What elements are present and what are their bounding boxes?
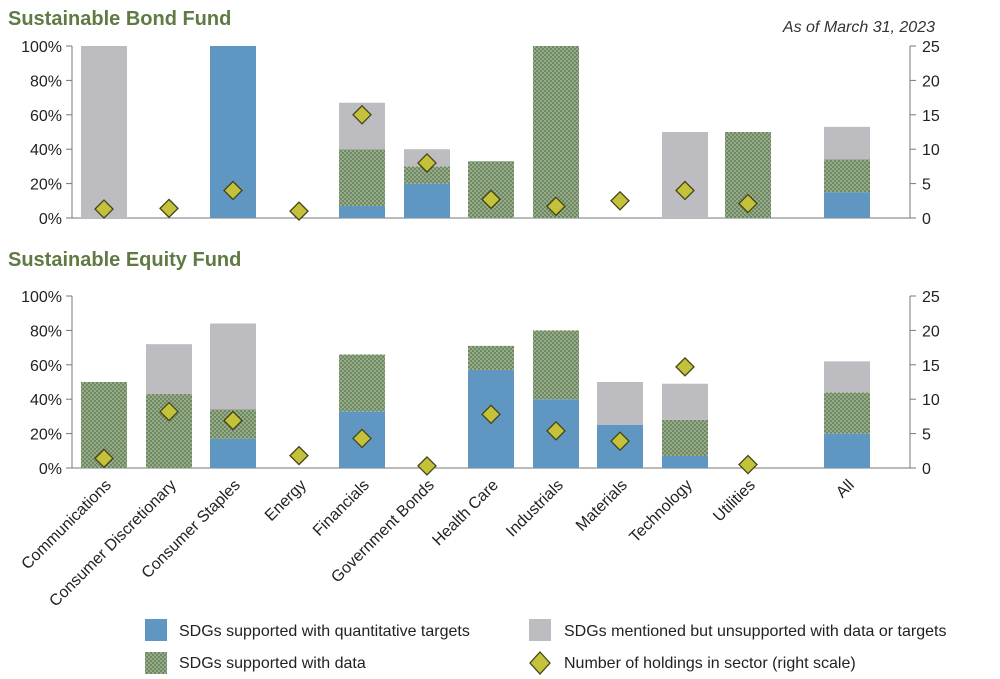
equity-bar-mentioned (824, 361, 870, 393)
bond-ytick-label: 20% (30, 177, 62, 194)
bond-ytick-label: 40% (30, 142, 62, 159)
category-label: Financials (310, 477, 373, 540)
equity-y2tick-label: 15 (922, 358, 940, 375)
legend-label-data: SDGs supported with data (179, 655, 366, 672)
equity-fund-title: Sustainable Equity Fund (8, 249, 241, 271)
bond-holdings-marker (546, 196, 566, 217)
bond-y2tick-label: 15 (922, 108, 940, 125)
bond-holdings-marker (289, 201, 309, 222)
equity-holdings-marker (675, 356, 695, 377)
equity-y2tick-label: 0 (922, 461, 931, 478)
equity-holdings-marker (352, 428, 372, 449)
equity-y2tick-label: 25 (922, 289, 940, 306)
bond-fund-panel: 0% 20% 40% 60% 80% 100% 0 5 10 15 20 25 (21, 39, 940, 228)
equity-holdings-marker (289, 445, 309, 466)
bond-y2tick-label: 10 (922, 142, 940, 159)
equity-bar-mentioned (146, 344, 192, 395)
bond-bar-data (824, 159, 870, 193)
legend-label-holdings: Number of holdings in sector (right scal… (564, 655, 856, 672)
equity-ytick-label: 80% (30, 323, 62, 340)
category-label: Technology (627, 477, 696, 546)
bond-y2tick-label: 25 (922, 39, 940, 56)
equity-holdings-marker (94, 448, 114, 469)
bond-bar-quant (404, 183, 450, 218)
bond-y2tick-label: 20 (922, 73, 940, 90)
bond-fund-title: Sustainable Bond Fund (8, 8, 231, 30)
bond-holdings-marker (738, 193, 758, 214)
equity-holdings-marker (481, 404, 501, 425)
equity-ytick-label: 60% (30, 358, 62, 375)
equity-bar-data (468, 345, 514, 370)
equity-holdings-marker (159, 401, 179, 422)
bond-holdings-marker (352, 104, 372, 125)
bond-bar-data (339, 149, 385, 206)
equity-bar-quant (210, 438, 256, 468)
legend-swatch-mentioned (529, 619, 551, 641)
category-label: All (833, 477, 858, 502)
bond-holdings-marker (417, 153, 437, 173)
bond-bar-data (404, 166, 450, 184)
category-label: Materials (573, 477, 631, 535)
equity-holdings-marker (223, 410, 243, 431)
equity-holdings-marker (417, 456, 437, 476)
equity-bar-data (533, 330, 579, 400)
category-label: Utilities (710, 477, 758, 525)
bond-ytick-label: 60% (30, 108, 62, 125)
legend-swatch-quant (145, 619, 167, 641)
bond-holdings-marker (223, 180, 243, 201)
category-label: Consumer Discretionary (46, 477, 179, 610)
legend-label-mentioned: SDGs mentioned but unsupported with data… (564, 623, 946, 640)
equity-ytick-label: 0% (39, 461, 62, 478)
equity-y2tick-label: 5 (922, 427, 931, 444)
equity-holdings-marker (546, 420, 566, 441)
bond-holdings-marker (159, 198, 179, 219)
bond-bar-mentioned (662, 132, 708, 218)
bond-holdings-marker (675, 180, 695, 201)
as-of-date: As of March 31, 2023 (782, 19, 935, 36)
bond-holdings-marker (94, 199, 114, 219)
bond-bar-mentioned (81, 46, 127, 218)
equity-ytick-label: 20% (30, 427, 62, 444)
bond-y2tick-label: 0 (922, 211, 931, 228)
equity-bar-mentioned (210, 323, 256, 410)
equity-bar-mentioned (662, 383, 708, 420)
equity-fund-panel: 0% 20% 40% 60% 80% 100% 0 5 10 15 20 25 (21, 289, 940, 478)
bond-ytick-label: 0% (39, 211, 62, 228)
legend: SDGs supported with quantitative targets… (145, 619, 946, 675)
bond-ytick-label: 80% (30, 73, 62, 90)
equity-bar-data (339, 354, 385, 412)
equity-ytick-label: 100% (21, 289, 62, 306)
bond-bar-mentioned (824, 126, 870, 160)
category-label: Health Care (429, 477, 501, 549)
equity-bar-mentioned (597, 382, 643, 425)
legend-label-quant: SDGs supported with quantitative targets (179, 623, 470, 640)
equity-y2tick-label: 10 (922, 392, 940, 409)
legend-diamond-icon (529, 651, 551, 675)
bond-holdings-marker (610, 190, 630, 211)
bond-holdings-marker (481, 189, 501, 210)
bond-y2tick-label: 5 (922, 177, 931, 194)
bond-ytick-label: 100% (21, 39, 62, 56)
equity-bar-data (662, 419, 708, 456)
equity-bar-quant (662, 455, 708, 468)
equity-bar-quant (824, 433, 870, 468)
category-label: Energy (262, 477, 310, 525)
equity-holdings-marker (610, 431, 630, 452)
bond-bar-data (533, 46, 579, 218)
equity-holdings-marker (738, 454, 758, 475)
legend-swatch-data (145, 652, 167, 674)
bond-bar-quant (824, 192, 870, 218)
bond-bar-quant (339, 205, 385, 218)
category-label: Industrials (503, 477, 567, 541)
equity-ytick-label: 40% (30, 392, 62, 409)
equity-bar-data (824, 392, 870, 434)
equity-y2tick-label: 20 (922, 323, 940, 340)
